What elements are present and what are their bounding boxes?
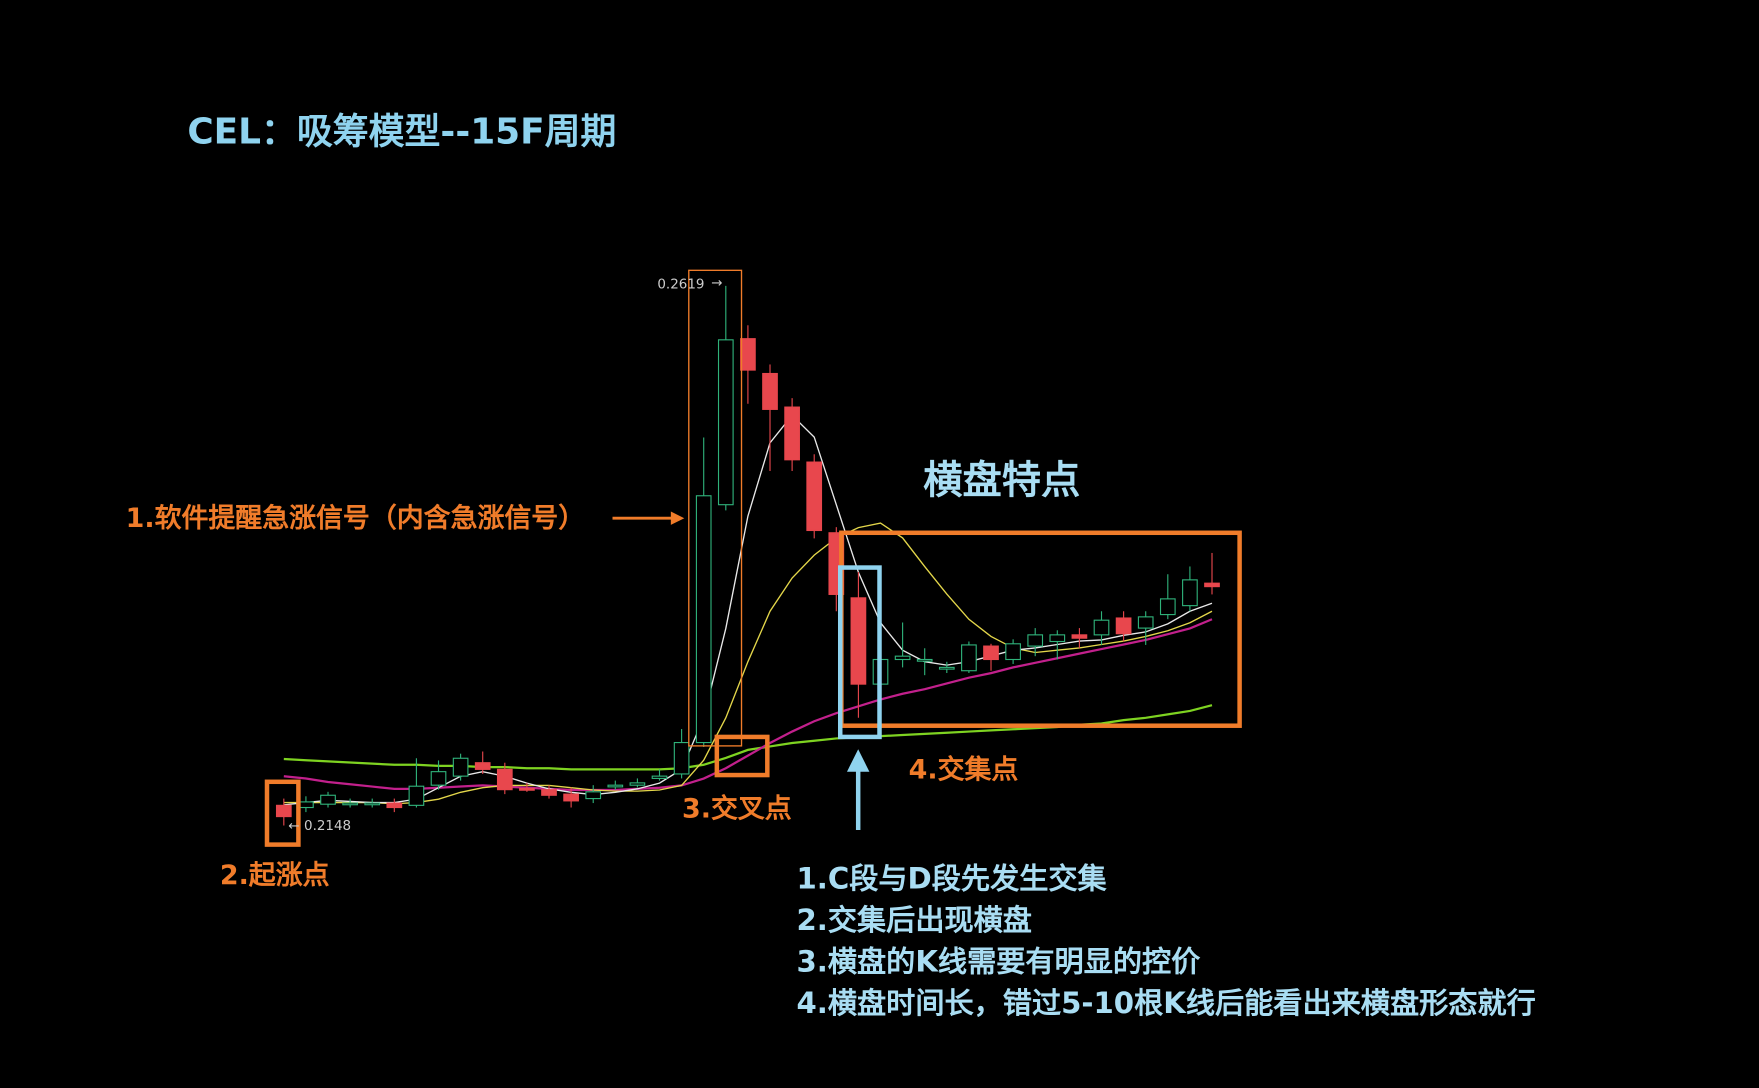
annotation: 2.起涨点 (220, 860, 330, 891)
candle-body (717, 339, 734, 506)
candle-body (452, 757, 469, 777)
candle-body (1049, 634, 1066, 643)
candle-body (850, 597, 867, 685)
candle-body (364, 802, 381, 806)
candle-body (474, 762, 491, 770)
candle-body (607, 784, 624, 788)
note: 1.C段与D段先发生交集 (796, 861, 1107, 895)
candle-body (1204, 582, 1220, 588)
arrow-head (670, 511, 685, 525)
candle-body (740, 338, 756, 371)
note: 2.交集后出现横盘 (796, 903, 1031, 937)
note: 3.横盘的K线需要有明显的控价 (796, 944, 1201, 978)
annotation: 3.交叉点 (682, 793, 792, 825)
candle-body (585, 791, 602, 800)
candle-body (1005, 643, 1021, 661)
candle-body (938, 666, 955, 670)
annotation: 横盘特点 (923, 458, 1080, 504)
cross-box (714, 734, 770, 778)
candle-body (519, 787, 535, 791)
start-box (264, 779, 301, 847)
candle-body (1071, 634, 1088, 639)
candle-body (275, 804, 292, 818)
candle-body (1137, 616, 1154, 629)
candle-body (563, 793, 579, 802)
candle-body (784, 406, 800, 461)
candle-body (430, 771, 447, 786)
high-label: 0.2619 (657, 277, 704, 292)
candle-body (1027, 634, 1044, 647)
candle-body (1182, 579, 1198, 607)
candle-body (1093, 619, 1110, 636)
candle-body (983, 645, 999, 661)
candle-body (629, 782, 646, 786)
note: 4.横盘时间长，错过5-10根K线后能看出来横盘形态就行 (796, 986, 1535, 1020)
annotation: 1.软件提醒急涨信号（内含急涨信号） (126, 502, 585, 534)
candle-body (496, 768, 513, 791)
candle-body (320, 794, 336, 805)
candle-body (408, 785, 425, 806)
candle-body (695, 495, 712, 744)
annotation: 4.交集点 (909, 753, 1019, 785)
candle-body (298, 801, 314, 809)
arrow-glyph: → (711, 276, 722, 291)
arrow-glyph: ← (288, 819, 299, 834)
candle-body (961, 644, 977, 672)
candle-body (651, 775, 668, 779)
chart-title: CEL：吸筹模型--15F周期 (187, 112, 616, 153)
plot (275, 285, 1220, 826)
low-label: 0.2148 (304, 819, 351, 834)
candle-body (1159, 598, 1176, 616)
candle-body (541, 789, 557, 796)
candle-body (894, 655, 911, 661)
candle-body (916, 658, 933, 662)
candle-body (342, 802, 358, 806)
intersect-box (837, 565, 882, 740)
candle-body (806, 461, 823, 532)
candle-body (673, 741, 690, 775)
arrow-head (846, 749, 870, 772)
candle-body (386, 802, 403, 809)
candle-body (1115, 617, 1132, 635)
candle-body (762, 372, 778, 410)
